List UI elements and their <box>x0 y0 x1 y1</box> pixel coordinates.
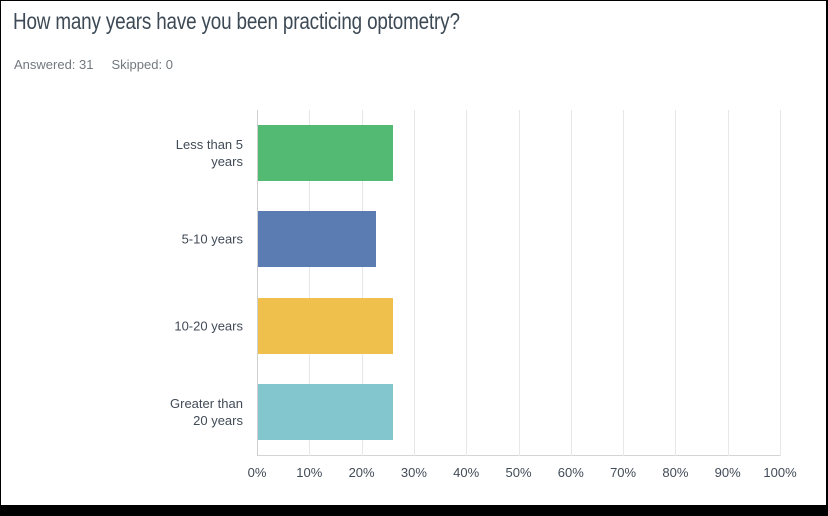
gridline <box>518 110 520 456</box>
x-tick-label-10: 10% <box>296 465 323 480</box>
x-tick-label-20: 20% <box>348 465 375 480</box>
x-tick-label-70: 70% <box>610 465 637 480</box>
x-tick-label-90: 90% <box>714 465 741 480</box>
gridline <box>570 110 572 456</box>
x-tick-label-80: 80% <box>662 465 689 480</box>
bar-less-than-5-years <box>258 125 393 182</box>
x-tick-label-50: 50% <box>505 465 532 480</box>
question-title: How many years have you been practicing … <box>13 8 460 34</box>
y-axis-line <box>257 110 258 456</box>
gridline <box>361 110 363 456</box>
category-label-5-10-years: 5-10 years <box>181 231 243 247</box>
bottom-border-bar <box>1 505 826 515</box>
x-tick-label-40: 40% <box>453 465 480 480</box>
x-tick-label-60: 60% <box>557 465 584 480</box>
gridline <box>309 110 311 456</box>
gridline <box>727 110 729 456</box>
gridline <box>675 110 677 456</box>
bar-5-10-years <box>258 211 377 268</box>
response-stats: Answered: 31 Skipped: 0 <box>14 57 173 72</box>
percent-axis: 0% 10% 20% 30% 40% 50% 60% 70% 80% 90% 100% <box>248 465 797 485</box>
gridline <box>780 110 781 456</box>
answered-stat: Answered: 31 <box>14 57 94 72</box>
category-label-greater-than-20-years: Greater than 20 years <box>170 395 243 428</box>
gridline <box>623 110 625 456</box>
category-label-less-than-5-years: Less than 5 years <box>175 137 243 170</box>
x-tick-label-100: 100% <box>763 465 797 480</box>
gridline <box>466 110 468 456</box>
category-label-10-20-years: 10-20 years <box>174 318 243 334</box>
skipped-stat: Skipped: 0 <box>111 57 173 72</box>
bar-10-20-years <box>258 297 393 354</box>
x-tick-label-0: 0% <box>247 465 267 480</box>
category-axis: Less than 5 years 5-10 years 10-20 years Gr… <box>1 110 243 455</box>
plot-area <box>257 110 781 456</box>
bar-greater-than-20-years <box>258 383 393 440</box>
x-tick-label-30: 30% <box>400 465 427 480</box>
gridline <box>413 110 415 456</box>
